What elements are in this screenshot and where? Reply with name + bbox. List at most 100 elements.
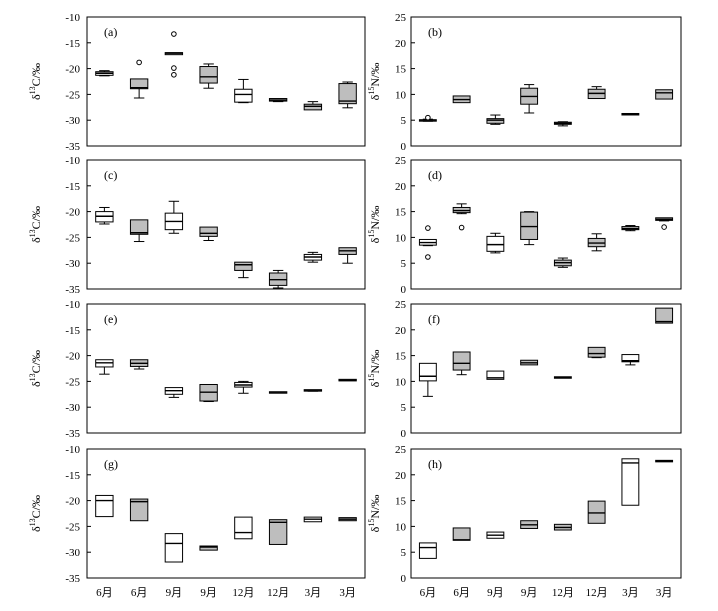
x-tick-label: 12月 [267,587,289,599]
outlier-point [425,254,431,260]
plot-frame [410,303,682,434]
y-tick-label: -25 [65,376,80,388]
y-tick-label: -20 [65,496,80,508]
panel-a: -35 -30 -25 -20 -15 -10 δ13C/‰ (a) [28,12,366,153]
y-axis-label: δ15N/‰ [367,350,382,388]
box-iqr [418,542,437,559]
y-tick-label: 25 [395,12,407,24]
box-iqr [129,78,149,90]
box-2 [452,95,471,104]
box-1 [418,114,437,122]
y-axis-label-suffix: C/‰ [29,350,43,373]
box-7 [621,458,640,506]
x-tick-label: 3月 [339,587,356,599]
y-axis-label: δ13C/‰ [28,350,43,387]
box-1 [418,362,437,397]
box-2 [452,527,471,541]
box-6 [268,98,288,103]
y-tick-label: 20 [395,470,407,482]
y-axis-label-prefix: δ [368,94,382,100]
y-tick-label: -25 [65,89,80,101]
box-iqr [621,458,640,506]
panel-g: -35 -30 -25 -20 -15 -10 δ13C/‰ (g) 6月 6月 9月 9月 12月 12… [28,444,366,599]
y-tick-label: 15 [395,351,407,363]
plot-frame [410,159,682,290]
box-8 [655,459,674,463]
y-tick-label: -35 [65,573,80,585]
x-tick-label: 3月 [622,587,639,599]
y-tick-label: 25 [395,444,407,456]
y-tick-label: 10 [395,232,407,244]
y-tick-label: -25 [65,232,80,244]
box-8 [655,89,674,100]
box-iqr [520,211,539,240]
box-3 [486,232,505,254]
y-tick-label: -10 [65,444,80,456]
plot-frame [86,159,366,290]
y-axis-label-suffix: N/‰ [368,206,382,230]
box-iqr [486,118,505,124]
y-tick-label: 20 [395,181,407,193]
x-tick-label: 9月 [487,587,504,599]
box-2 [129,498,149,522]
y-tick-label: -10 [65,299,80,311]
plot-frame [86,448,366,579]
y-axis-label-sup: 15 [367,519,376,527]
y-tick-label: 25 [395,155,407,167]
box-3 [486,370,505,380]
box-7 [303,389,323,392]
y-tick-label: -15 [65,181,80,193]
box-1 [95,206,114,225]
box-5 [234,516,253,540]
y-axis-label-suffix: C/‰ [29,495,43,518]
box-2 [129,219,149,243]
panel-label: (f) [428,312,440,326]
box-iqr [129,219,149,235]
y-tick-label: -25 [65,521,80,533]
box-iqr [486,370,505,380]
panel-c: -35 -30 -25 -20 -15 -10 δ13C/‰ (c) [28,155,366,296]
y-axis-label-suffix: N/‰ [368,495,382,519]
x-tick-label: 12月 [586,587,608,599]
x-tick-label: 9月 [166,587,183,599]
box-iqr [164,533,184,563]
x-tick-label: 6月 [96,587,113,599]
box-iqr [234,261,253,271]
y-axis-label: δ13C/‰ [28,63,43,100]
outlier-point [458,224,465,231]
box-6 [268,519,288,545]
box-iqr [303,103,323,111]
plot-frame [410,16,682,147]
box-6 [587,233,606,252]
y-axis-label: δ15N/‰ [367,206,382,244]
box-iqr [199,226,218,237]
x-tick-label: 9月 [200,587,217,599]
y-axis-label: δ13C/‰ [28,206,43,243]
y-tick-label: 0 [401,141,407,153]
box-2 [129,359,149,370]
box-1 [418,225,437,260]
y-axis-label-suffix: N/‰ [368,63,382,87]
box-8 [338,247,357,264]
box-iqr [418,362,437,382]
plot-frame [86,16,366,147]
y-axis-label-prefix: δ [29,526,43,532]
panel-e: -35 -30 -25 -20 -15 -10 δ13C/‰ (e) [28,299,366,440]
box-1 [95,494,114,518]
y-axis-label-suffix: C/‰ [29,63,43,86]
box-3 [164,200,184,234]
box-iqr [655,307,674,324]
box-6 [587,86,606,100]
box-5 [234,78,253,104]
outlier-point [171,31,177,37]
plot-frame [86,303,366,434]
y-tick-label: -35 [65,141,80,153]
y-tick-label: 15 [395,207,407,219]
x-tick-label: 9月 [521,587,538,599]
y-tick-label: -30 [65,258,80,270]
y-tick-label: 5 [401,115,407,127]
box-iqr [587,500,606,524]
